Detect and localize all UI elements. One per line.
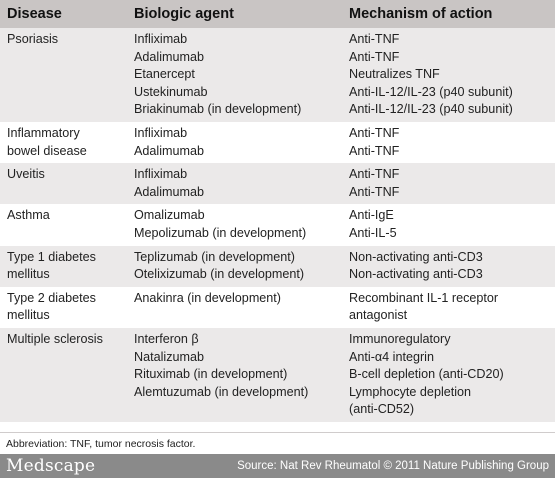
disease-cell: Psoriasis [7, 32, 59, 46]
agent-cell: Anakinra (in development) [134, 290, 282, 305]
mechanism-cell: Anti-TNF Anti-TNF [349, 167, 400, 199]
agent-cell: Teplizumab (in development) Otelixizumab… [134, 249, 305, 282]
table-row: Inflammatory bowel disease Infliximab Ad… [0, 122, 555, 163]
table-row: Type 2 diabetes mellitus Anakinra (in de… [0, 287, 555, 328]
mechanism-cell: Anti-TNF Anti-TNF [349, 125, 400, 158]
medscape-logo: Medscape [6, 456, 96, 476]
agent-cell: Infliximab Adalimumab [134, 125, 204, 158]
mechanism-cell: Non-activating anti-CD3 Non-activating a… [349, 249, 483, 282]
disease-cell: Type 1 diabetes mellitus [7, 249, 96, 282]
table-header: Disease Biologic agent Mechanism of acti… [0, 0, 555, 28]
mechanism-cell: Recombinant IL-1 receptor antagonist [349, 290, 499, 323]
table-row: Uveitis Infliximab Adalimumab Anti-TNF A… [0, 163, 555, 205]
footer-bar: Medscape Source: Nat Rev Rheumatol © 201… [0, 454, 555, 478]
mechanism-cell: Immunoregulatory Anti-α4 integrin B-cell… [349, 331, 504, 417]
table-row: Type 1 diabetes mellitus Teplizumab (in … [0, 245, 555, 287]
drug-table: Disease Biologic agent Mechanism of acti… [0, 0, 555, 422]
disease-cell: Asthma [7, 208, 50, 223]
agent-cell: Omalizumab Mepolizumab (in development) [134, 208, 307, 240]
disease-cell: Uveitis [7, 167, 45, 182]
table-row: Asthma Omalizumab Mepolizumab (in develo… [0, 204, 555, 245]
header-disease: Disease [7, 6, 62, 22]
mechanism-cell: Anti-TNF Anti-TNF Neutralizes TNF Anti-I… [349, 32, 513, 117]
mechanism-cell: Anti-IgE Anti-IL-5 [349, 208, 397, 240]
disease-cell: Type 2 diabetes mellitus [7, 290, 96, 323]
header-biologic-agent: Biologic agent [134, 6, 234, 22]
agent-cell: Infliximab Adalimumab [134, 167, 204, 199]
table-row: Psoriasis Infliximab Adalimumab Etanerce… [0, 28, 555, 122]
table-row: Multiple sclerosis Interferon β Natalizu… [0, 327, 555, 422]
disease-cell: Multiple sclerosis [7, 331, 103, 346]
source-credit: Source: Nat Rev Rheumatol © 2011 Nature … [237, 460, 549, 472]
header-mechanism: Mechanism of action [349, 6, 493, 22]
agent-cell: Infliximab Adalimumab Etanercept Ustekin… [134, 32, 302, 117]
disease-cell: Inflammatory bowel disease [7, 125, 87, 158]
abbreviation-note: Abbreviation: TNF, tumor necrosis factor… [0, 432, 555, 454]
agent-cell: Interferon β Natalizumab Rituximab (in d… [134, 331, 309, 399]
